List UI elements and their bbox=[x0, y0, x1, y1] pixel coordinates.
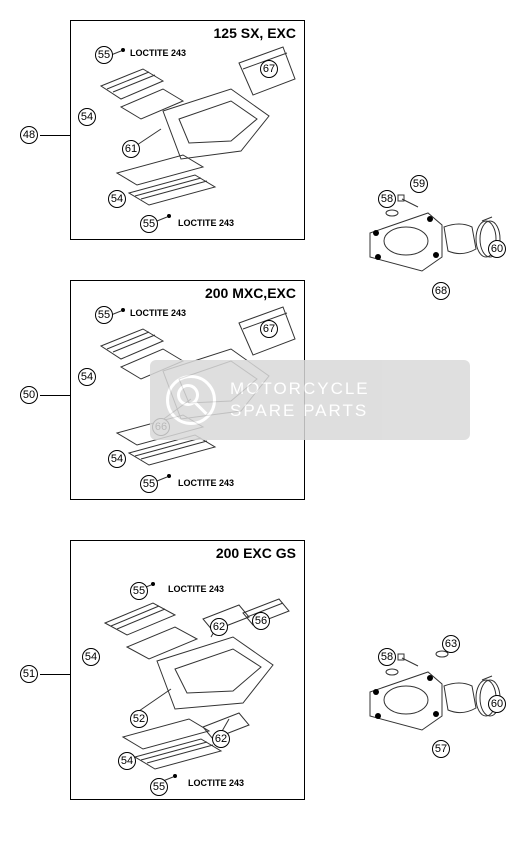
callout-54-b1a: 54 bbox=[78, 108, 96, 126]
callout-63-r2: 63 bbox=[442, 635, 460, 653]
callout-55-b1b: 55 bbox=[140, 215, 158, 233]
loctite-b1b: LOCTITE 243 bbox=[178, 218, 234, 228]
callout-55-b1a: 55 bbox=[95, 46, 113, 64]
callout-54-b3b: 54 bbox=[118, 752, 136, 770]
callout-48: 48 bbox=[20, 126, 38, 144]
callout-54-b2b: 54 bbox=[108, 450, 126, 468]
loctite-b1a: LOCTITE 243 bbox=[130, 48, 186, 58]
callout-60-r1: 60 bbox=[488, 240, 506, 258]
callout-55-b2a: 55 bbox=[95, 306, 113, 324]
callout-56-b3: 56 bbox=[252, 612, 270, 630]
callout-54-b2a: 54 bbox=[78, 368, 96, 386]
watermark-line1: MOTORCYCLE bbox=[230, 378, 370, 400]
callout-58-r1: 58 bbox=[378, 190, 396, 208]
callout-58-r2: 58 bbox=[378, 648, 396, 666]
callout-59-r1: 59 bbox=[410, 175, 428, 193]
callout-52-b3: 52 bbox=[130, 710, 148, 728]
callout-57-r2: 57 bbox=[432, 740, 450, 758]
callout-51: 51 bbox=[20, 665, 38, 683]
side-callout-51: 51 bbox=[20, 665, 70, 683]
callout-54-b3a: 54 bbox=[82, 648, 100, 666]
callout-55-b3b: 55 bbox=[150, 778, 168, 796]
callout-68-r1: 68 bbox=[432, 282, 450, 300]
loctite-b2a: LOCTITE 243 bbox=[130, 308, 186, 318]
callout-50: 50 bbox=[20, 386, 38, 404]
diagram-box-200excgs: 200 EXC GS bbox=[70, 540, 305, 800]
loctite-b2b: LOCTITE 243 bbox=[178, 478, 234, 488]
magnifier-icon bbox=[166, 375, 216, 425]
side-callout-48: 48 bbox=[20, 126, 70, 144]
watermark-overlay: MOTORCYCLE SPARE PARTS bbox=[150, 360, 470, 440]
callout-54-b1b: 54 bbox=[108, 190, 126, 208]
callout-67-b2: 67 bbox=[260, 320, 278, 338]
watermark-line2: SPARE PARTS bbox=[230, 400, 370, 422]
loctite-b3b: LOCTITE 243 bbox=[188, 778, 244, 788]
sketch-box3 bbox=[71, 541, 306, 801]
callout-67-b1: 67 bbox=[260, 60, 278, 78]
callout-61-b1: 61 bbox=[122, 140, 140, 158]
callout-60-r2: 60 bbox=[488, 695, 506, 713]
callout-62-b3a: 62 bbox=[210, 618, 228, 636]
loctite-b3a: LOCTITE 243 bbox=[168, 584, 224, 594]
callout-55-b3a: 55 bbox=[130, 582, 148, 600]
callout-55-b2b: 55 bbox=[140, 475, 158, 493]
side-callout-50: 50 bbox=[20, 386, 70, 404]
watermark-text: MOTORCYCLE SPARE PARTS bbox=[230, 378, 370, 422]
callout-62-b3b: 62 bbox=[212, 730, 230, 748]
